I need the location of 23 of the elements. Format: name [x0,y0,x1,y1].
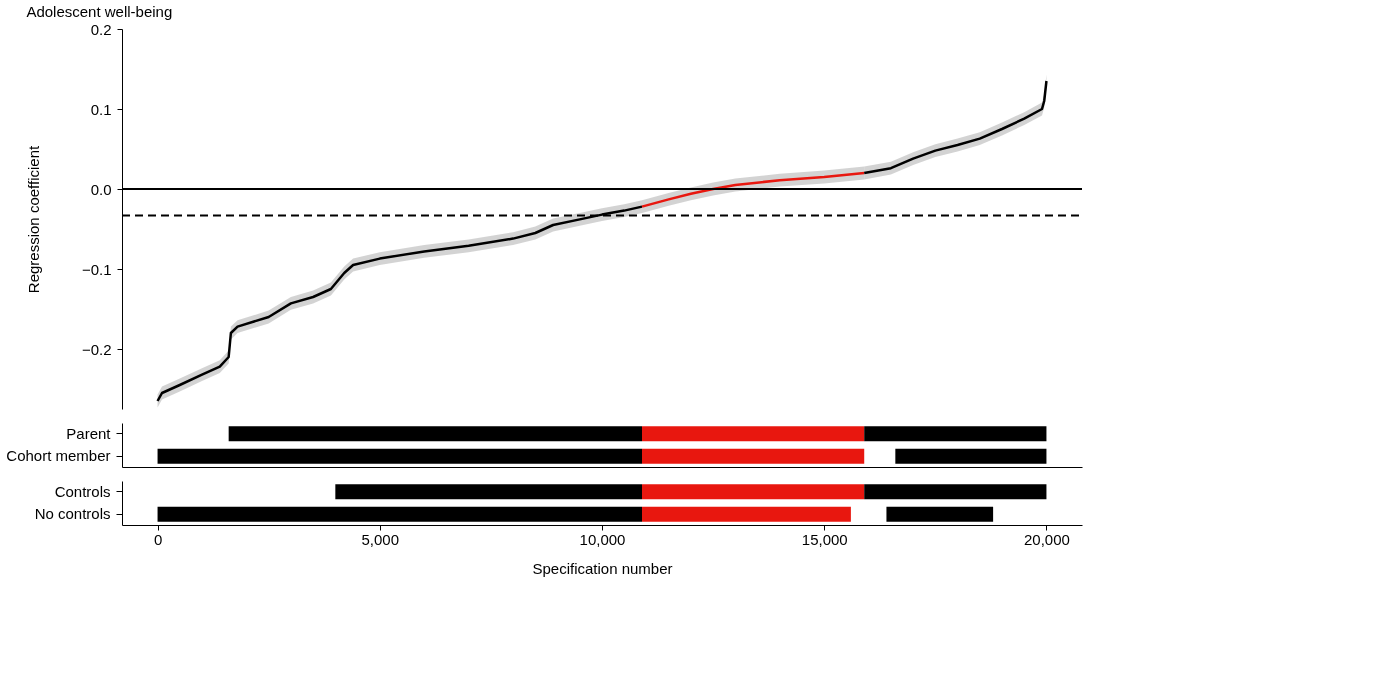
bar [642,484,865,500]
y-tick-label: 0.1 [90,100,112,118]
bar [157,506,642,522]
chart-title: Adolescent well-being [26,3,173,20]
bar [864,484,1047,500]
bar [886,506,994,522]
x-tick-label: 5,000 [361,530,400,548]
y-axis-title: Regression coefficient [24,145,42,294]
y-tick-label: 0.0 [90,180,112,198]
x-tick-label: 0 [153,530,163,548]
x-tick-label: 10,000 [579,530,626,548]
bar [642,506,851,522]
x-tick-label: 20,000 [1024,530,1070,548]
y-tick-label: −0.2 [81,340,112,358]
y-tick-label: Parent [66,424,112,442]
y-tick-label: Cohort member [6,447,111,465]
y-tick-label: Controls [54,482,111,500]
y-tick-label: No controls [34,505,111,523]
x-tick-label: 15,000 [801,530,848,548]
y-tick-label: −0.1 [81,260,112,278]
x-axis-title: Specification number [532,559,673,577]
y-tick-label: 0.2 [90,20,112,38]
bar [335,484,642,500]
